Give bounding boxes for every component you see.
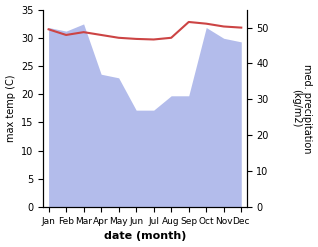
X-axis label: date (month): date (month) xyxy=(104,231,186,242)
Y-axis label: max temp (C): max temp (C) xyxy=(5,75,16,142)
Y-axis label: med. precipitation
(kg/m2): med. precipitation (kg/m2) xyxy=(291,64,313,153)
